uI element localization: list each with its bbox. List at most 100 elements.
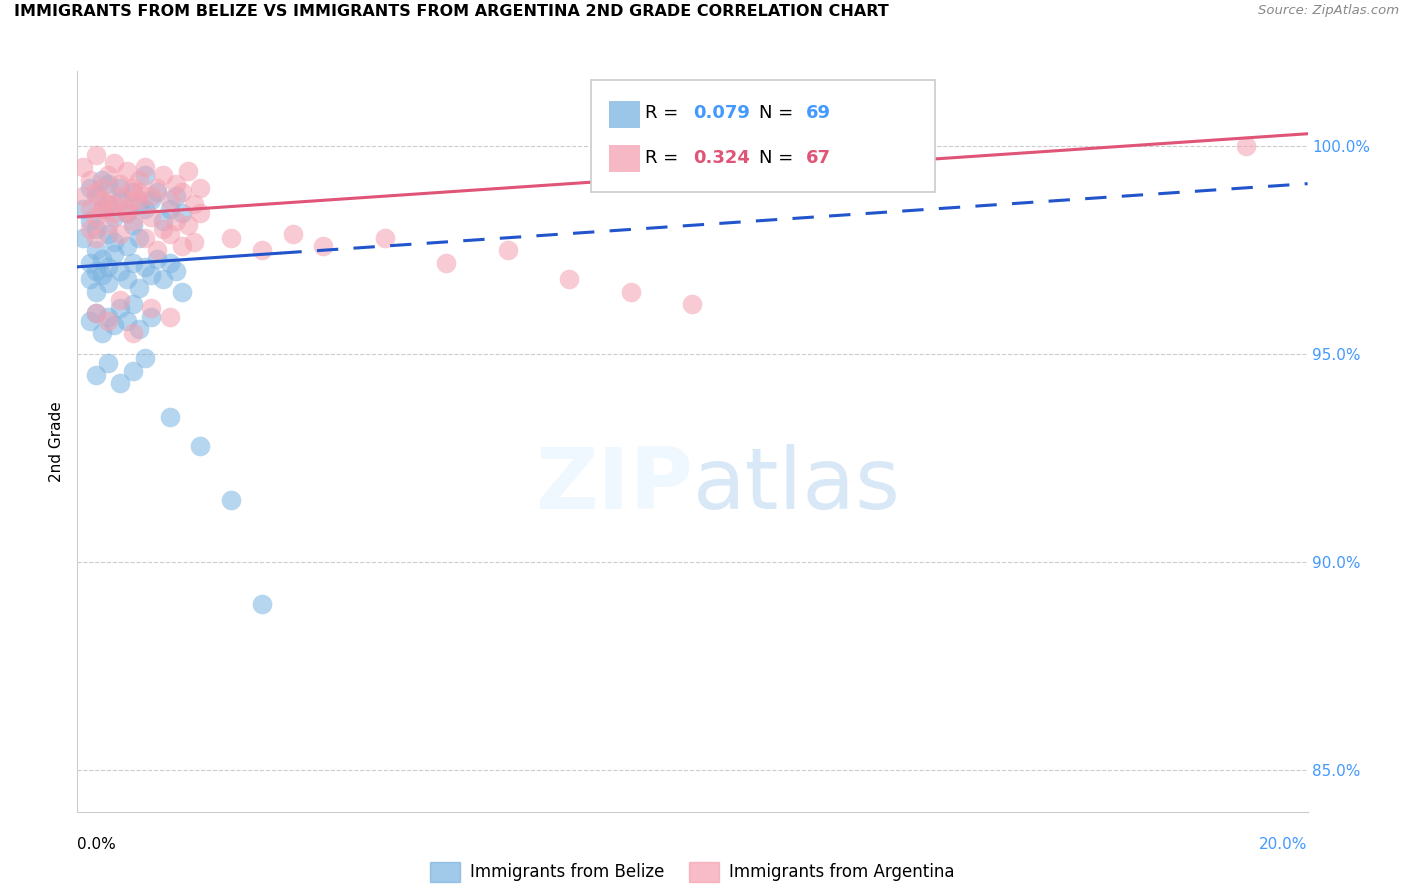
- Text: 69: 69: [806, 104, 831, 122]
- Point: [97, 227, 120, 241]
- Point: [165, 264, 187, 278]
- Point: [72, 231, 94, 245]
- Point: [128, 280, 150, 294]
- Point: [110, 264, 132, 278]
- Point: [121, 194, 143, 208]
- Y-axis label: 2nd Grade: 2nd Grade: [49, 401, 65, 482]
- Point: [79, 214, 101, 228]
- Point: [152, 222, 174, 236]
- Point: [128, 185, 150, 199]
- Point: [84, 368, 107, 382]
- Point: [159, 227, 181, 241]
- Point: [374, 231, 396, 245]
- Point: [312, 239, 335, 253]
- Point: [165, 214, 187, 228]
- Point: [79, 222, 101, 236]
- Point: [188, 439, 212, 453]
- Point: [79, 255, 101, 269]
- Point: [134, 260, 156, 274]
- Point: [103, 206, 125, 220]
- Point: [134, 202, 156, 216]
- Point: [121, 364, 143, 378]
- Text: 20.0%: 20.0%: [1260, 837, 1308, 852]
- Point: [72, 160, 94, 174]
- Point: [115, 202, 138, 216]
- Point: [152, 169, 174, 183]
- Point: [84, 189, 107, 203]
- Point: [128, 231, 150, 245]
- Text: R =: R =: [645, 104, 685, 122]
- Point: [90, 202, 114, 216]
- Point: [128, 322, 150, 336]
- Point: [281, 227, 304, 241]
- Text: N =: N =: [759, 149, 799, 167]
- Point: [121, 255, 143, 269]
- Text: 0.0%: 0.0%: [77, 837, 117, 852]
- Point: [110, 227, 132, 241]
- Point: [103, 247, 125, 261]
- Point: [84, 185, 107, 199]
- Point: [436, 255, 458, 269]
- Legend: Immigrants from Belize, Immigrants from Argentina: Immigrants from Belize, Immigrants from …: [423, 855, 962, 888]
- Point: [97, 277, 120, 291]
- Point: [97, 197, 120, 211]
- Point: [141, 210, 163, 224]
- Point: [110, 177, 132, 191]
- Point: [90, 172, 114, 186]
- Point: [177, 219, 200, 233]
- Point: [141, 194, 163, 208]
- Point: [79, 172, 101, 186]
- Point: [219, 492, 242, 507]
- Point: [165, 177, 187, 191]
- Point: [79, 314, 101, 328]
- Point: [103, 318, 125, 332]
- Point: [121, 181, 143, 195]
- Point: [141, 189, 163, 203]
- Point: [115, 206, 138, 220]
- Point: [84, 305, 107, 319]
- Point: [134, 160, 156, 174]
- Point: [165, 189, 187, 203]
- Point: [115, 239, 138, 253]
- Point: [103, 197, 125, 211]
- Point: [134, 169, 156, 183]
- Point: [97, 219, 120, 233]
- Text: 0.324: 0.324: [693, 149, 749, 167]
- Point: [90, 268, 114, 282]
- Point: [146, 252, 169, 266]
- Point: [115, 164, 138, 178]
- Point: [219, 231, 242, 245]
- Point: [121, 326, 143, 341]
- Point: [134, 351, 156, 366]
- Point: [146, 181, 169, 195]
- Point: [170, 239, 193, 253]
- Point: [620, 285, 643, 299]
- Point: [115, 314, 138, 328]
- Point: [159, 202, 181, 216]
- Text: 67: 67: [806, 149, 831, 167]
- Text: IMMIGRANTS FROM BELIZE VS IMMIGRANTS FROM ARGENTINA 2ND GRADE CORRELATION CHART: IMMIGRANTS FROM BELIZE VS IMMIGRANTS FRO…: [14, 4, 889, 20]
- Point: [134, 231, 156, 245]
- Point: [110, 376, 132, 391]
- Point: [84, 147, 107, 161]
- Point: [170, 206, 193, 220]
- Point: [115, 272, 138, 286]
- Point: [90, 252, 114, 266]
- Point: [159, 255, 181, 269]
- Point: [121, 185, 143, 199]
- Point: [84, 264, 107, 278]
- Text: 0.079: 0.079: [693, 104, 749, 122]
- Point: [183, 235, 205, 249]
- Point: [90, 326, 114, 341]
- Point: [103, 210, 125, 224]
- Point: [84, 231, 107, 245]
- Point: [90, 194, 114, 208]
- Point: [97, 355, 120, 369]
- Point: [103, 156, 125, 170]
- Text: Source: ZipAtlas.com: Source: ZipAtlas.com: [1258, 4, 1399, 18]
- Point: [97, 169, 120, 183]
- Point: [84, 210, 107, 224]
- Point: [152, 272, 174, 286]
- Point: [97, 197, 120, 211]
- Point: [84, 285, 107, 299]
